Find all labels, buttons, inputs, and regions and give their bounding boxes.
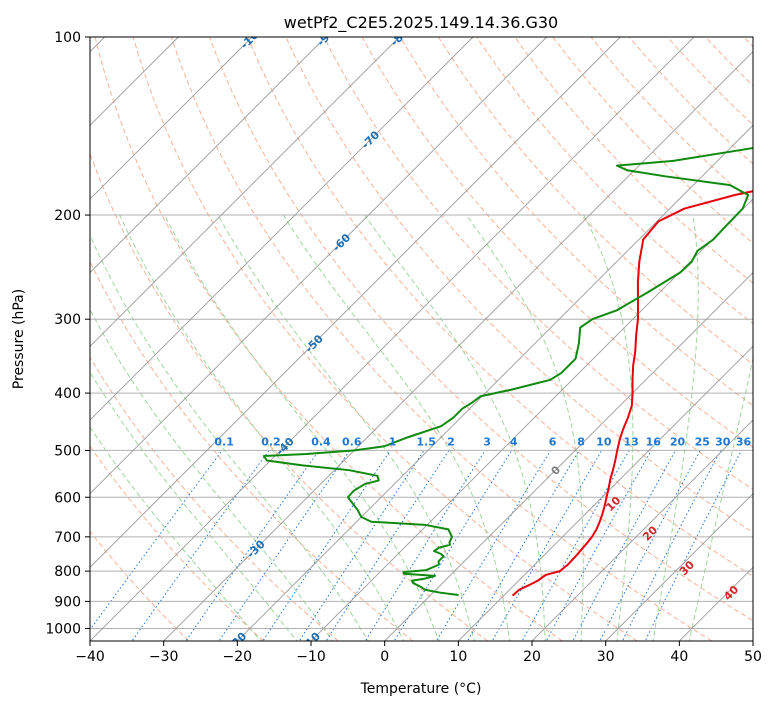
x-axis-label: Temperature (°C) — [360, 681, 482, 697]
x-tick-label: 20 — [523, 649, 541, 665]
y-tick-label: 900 — [54, 594, 81, 610]
x-tick-label: 40 — [670, 649, 688, 665]
mixing-ratio-label: 20 — [670, 435, 686, 448]
chart-title: wetPf2_C2E5.2025.149.14.36.G30 — [284, 13, 558, 33]
y-tick-label: 200 — [54, 208, 81, 224]
mixing-ratio-label: 10 — [596, 435, 612, 448]
mixing-ratio-label: 6 — [549, 435, 557, 448]
y-tick-label: 400 — [54, 386, 81, 402]
mixing-ratio-label: 8 — [577, 435, 585, 448]
mixing-ratio-label: 0.4 — [311, 435, 331, 448]
mixing-ratio-label: 16 — [646, 435, 662, 448]
y-tick-label: 500 — [54, 443, 81, 459]
y-tick-label: 300 — [54, 312, 81, 328]
y-tick-label: 700 — [54, 530, 81, 546]
mixing-ratio-label: 1 — [389, 435, 397, 448]
y-tick-label: 1000 — [45, 621, 81, 637]
y-axis-label: Pressure (hPa) — [11, 289, 27, 389]
x-tick-label: −40 — [75, 649, 105, 665]
y-tick-label: 800 — [54, 564, 81, 580]
x-tick-label: 50 — [744, 649, 762, 665]
y-tick-label: 600 — [54, 490, 81, 506]
mixing-ratio-label: 25 — [695, 435, 710, 448]
x-tick-label: 0 — [380, 649, 389, 665]
mixing-ratio-label: 30 — [715, 435, 731, 448]
mixing-ratio-label: 0.6 — [342, 435, 362, 448]
y-tick-label: 100 — [54, 30, 81, 46]
mixing-ratio-label: 36 — [736, 435, 752, 448]
x-tick-label: 30 — [597, 649, 615, 665]
mixing-ratio-label: 4 — [510, 435, 518, 448]
mixing-ratio-label: 13 — [624, 435, 639, 448]
x-tick-label: −10 — [296, 649, 326, 665]
x-tick-label: −30 — [149, 649, 179, 665]
x-tick-label: −20 — [223, 649, 253, 665]
mixing-ratio-label: 3 — [483, 435, 491, 448]
x-tick-label: 10 — [449, 649, 467, 665]
mixing-ratio-label: 1.5 — [416, 435, 436, 448]
mixing-ratio-label: 0.1 — [214, 435, 234, 448]
mixing-ratio-label: 2 — [447, 435, 455, 448]
